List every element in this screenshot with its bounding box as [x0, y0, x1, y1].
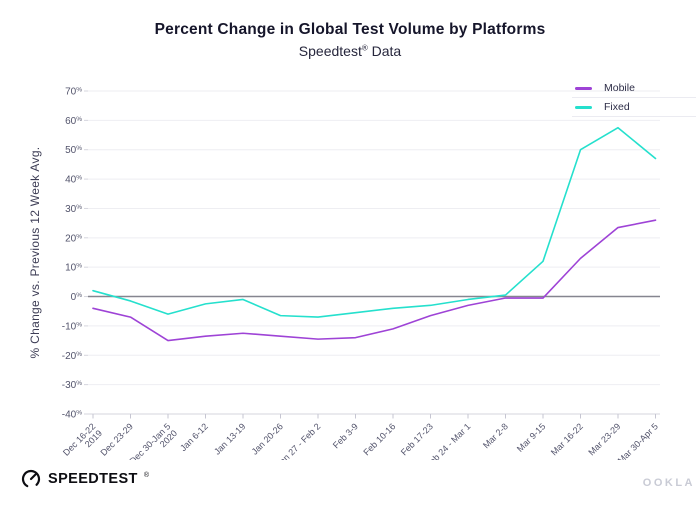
y-tick-label: 0%	[71, 292, 83, 303]
x-tick-label: Feb 10-16	[361, 421, 397, 457]
y-tick-label: 70%	[65, 87, 82, 98]
x-tick-label: Jan 13-19	[212, 421, 247, 456]
y-tick-label: 20%	[65, 233, 82, 244]
registered-mark: ®	[361, 43, 368, 53]
x-tick-label: Mar 16-22	[549, 421, 585, 457]
x-tick-label: Feb 17-23	[399, 421, 435, 457]
x-tick-label: Jan 6-12	[178, 421, 210, 453]
x-tick-label: Dec 23-29	[98, 421, 134, 457]
fixed-line-swatch	[575, 105, 592, 109]
speedtest-gauge-icon	[21, 469, 41, 489]
x-tick-label: Mar 2-8	[481, 421, 510, 450]
chart-canvas: -40% -30% -20% -10% 0% 10% 20% 30% 40% 50% 60% 70% D…	[28, 87, 660, 460]
ookla-watermark: OOKLA	[642, 477, 695, 489]
legend-item-fixed: Fixed	[572, 98, 696, 117]
y-axis-title: % Change vs. Previous 12 Week Avg.	[28, 147, 42, 359]
chart-subtitle: Speedtest® Data	[0, 43, 700, 59]
y-tick-label: -10%	[62, 321, 82, 332]
y-tick-label: 40%	[65, 175, 82, 186]
legend: Mobile Fixed	[572, 79, 696, 117]
x-tick-label: Dec 16-222019	[61, 421, 104, 460]
y-tick-label: 10%	[65, 263, 82, 274]
x-tick-label: Mar 9-15	[515, 421, 548, 454]
y-tick-label: 30%	[65, 204, 82, 215]
subtitle-suffix: Data	[367, 43, 402, 59]
speedtest-registered-mark: ®	[143, 471, 149, 479]
legend-item-mobile: Mobile	[572, 79, 696, 98]
speedtest-logo: SPEEDTEST ®	[20, 468, 149, 490]
legend-label-fixed: Fixed	[604, 101, 630, 113]
x-tick-label: Mar 30-Apr 5	[616, 421, 660, 460]
subtitle-text: Speedtest	[298, 43, 362, 59]
x-tick-label: Jan 20-26	[250, 421, 285, 456]
fixed-line	[92, 126, 657, 318]
speedtest-wordmark: SPEEDTEST	[48, 471, 138, 487]
x-tick-label: Feb 3-9	[331, 421, 360, 450]
x-tick-label: Mar 23-29	[586, 421, 622, 457]
page-title: Percent Change in Global Test Volume by …	[154, 21, 546, 38]
x-tick-label: Dec 30-Jan 52020	[127, 421, 179, 460]
y-tick-label: 50%	[65, 145, 82, 156]
y-tick-label: -30%	[62, 380, 82, 391]
legend-label-mobile: Mobile	[604, 82, 635, 94]
mobile-line	[92, 219, 657, 342]
y-tick-label: 60%	[65, 116, 82, 127]
y-tick-label: -40%	[62, 410, 82, 421]
y-tick-label: -20%	[62, 351, 82, 362]
mobile-line-swatch	[575, 86, 592, 90]
